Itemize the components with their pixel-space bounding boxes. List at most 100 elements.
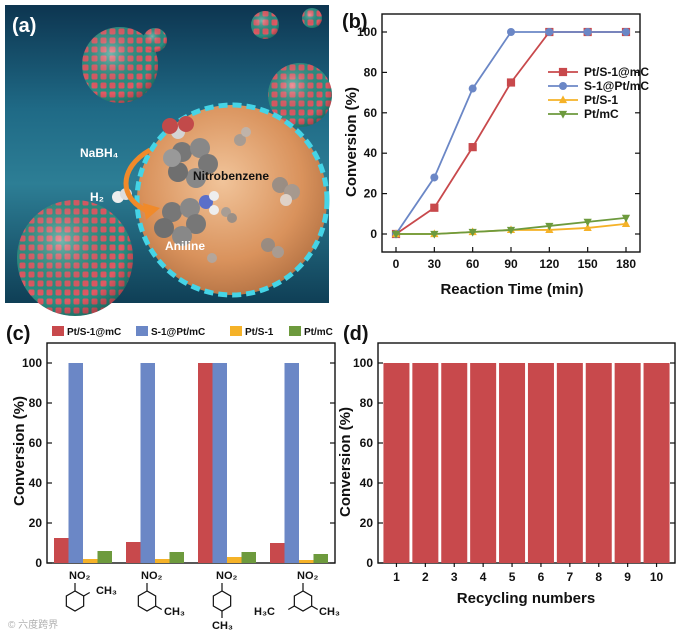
background-molecules — [207, 127, 300, 263]
b-legend-marker-0 — [558, 67, 568, 77]
b-ytick-label: 0 — [370, 227, 377, 241]
panel-d-label: (d) — [343, 323, 369, 345]
d-plot-frame — [377, 342, 676, 564]
b-xtick-label: 120 — [539, 257, 559, 271]
aniline-molecule — [154, 191, 219, 246]
d-bar-9 — [643, 363, 670, 563]
c-molecule-2: NO₂ CH₃ — [212, 570, 238, 632]
c-molecule-no2-3: NO₂ — [297, 570, 319, 582]
c-bar-1-1 — [140, 363, 155, 563]
c-legend-label-2: Pt/S-1 — [245, 327, 274, 338]
b-xtick-label: 150 — [578, 257, 598, 271]
nitrobenzene-molecule — [162, 116, 218, 188]
c-bar-2-1 — [212, 363, 227, 563]
c-ytick-label: 0 — [35, 556, 42, 570]
c-molecule-me-bond-1 — [155, 605, 163, 611]
c-molecule-me-bond-3 — [287, 605, 295, 611]
c-bar-2-3 — [241, 552, 256, 563]
b-series-point-0 — [468, 143, 477, 152]
h2-label: H₂ — [90, 190, 104, 204]
bar-chart-c: Conversion (%) 0 20 40 60 80 100 Pt/S-1@mC S-1@… — [11, 326, 340, 632]
b-xtick-label: 30 — [428, 257, 442, 271]
d-xtick-label: 6 — [538, 570, 545, 584]
d-bar-6 — [556, 363, 583, 563]
d-ytick-label: 80 — [360, 396, 374, 410]
d-bar-8 — [614, 363, 641, 563]
c-bar-1-2 — [155, 559, 170, 563]
b-xtick-label: 90 — [504, 257, 518, 271]
c-legend-swatch-3 — [289, 326, 301, 336]
b-series-point-0 — [430, 203, 439, 212]
c-molecule-no2-2: NO₂ — [216, 570, 238, 582]
b-series-point-3 — [506, 226, 516, 235]
b-legend-marker-1 — [559, 82, 567, 90]
b-series-point-1 — [545, 28, 554, 36]
c-legend-label-0: Pt/S-1@mC — [67, 327, 121, 338]
d-bar-1 — [412, 363, 439, 563]
c-bar-0-3 — [97, 551, 112, 563]
c-bar-3-1 — [284, 363, 299, 563]
b-xlabel: Reaction Time (min) — [440, 281, 583, 298]
d-bar-4 — [499, 363, 526, 563]
d-xlabel: Recycling numbers — [457, 590, 595, 607]
b-ytick-label: 40 — [364, 146, 378, 160]
c-legend-swatch-1 — [136, 326, 148, 336]
c-ytick-label: 100 — [22, 356, 42, 370]
c-molecule-me-label-2: CH₃ — [212, 620, 233, 632]
d-bar-2 — [441, 363, 468, 563]
c-bar-3-2 — [299, 560, 314, 563]
c-bar-0-2 — [83, 559, 98, 563]
c-ylabel: Conversion (%) — [11, 396, 28, 506]
b-legend-label-1: S-1@Pt/mC — [584, 79, 649, 93]
c-molecule-me-bond-0 — [83, 591, 91, 597]
c-molecule-3: NO₂ H₃C CH₃ — [254, 570, 340, 618]
c-bar-1-0 — [126, 542, 141, 563]
nitrobenzene-label: Nitrobenzene — [193, 169, 269, 183]
b-ylabel: Conversion (%) — [343, 87, 360, 197]
panel-a-illustration: NaBH₄ H₂ Nitrobenzene Aniline (a) — [5, 5, 332, 316]
d-ytick-label: 0 — [366, 556, 373, 570]
c-molecule-0: NO₂ CH₃ — [65, 570, 117, 612]
b-ytick-label: 80 — [364, 65, 378, 79]
c-molecule-me-label-0: CH₃ — [96, 585, 117, 597]
nabh4-label: NaBH₄ — [80, 146, 119, 160]
b-legend-marker-3 — [558, 110, 568, 119]
d-xtick-label: 3 — [451, 570, 458, 584]
d-bar-3 — [470, 363, 497, 563]
b-series-point-1 — [622, 28, 630, 36]
c-molecule-ring-1 — [137, 590, 157, 612]
b-xtick-label: 180 — [616, 257, 636, 271]
bubble-shell — [134, 102, 330, 298]
b-series-point-3 — [468, 228, 477, 237]
c-bar-0-0 — [54, 538, 69, 563]
panel-a-label: (a) — [12, 15, 36, 37]
c-molecule-ring-2 — [212, 590, 232, 612]
d-xtick-label: 9 — [624, 570, 631, 584]
d-ytick-label: 20 — [360, 516, 374, 530]
d-ytick-label: 100 — [353, 356, 373, 370]
c-molecule-me-label-3: H₃C — [254, 606, 275, 618]
d-ytick-label: 40 — [360, 476, 374, 490]
b-ytick-label: 20 — [364, 187, 378, 201]
b-legend-label-0: Pt/S-1@mC — [584, 65, 649, 79]
mesoporous-spheres — [17, 8, 332, 316]
b-series-point-1 — [430, 173, 439, 182]
b-series-point-3 — [545, 222, 554, 231]
d-ytick-label: 60 — [360, 436, 374, 450]
b-xtick-label: 0 — [393, 257, 400, 271]
b-legend-marker-2 — [558, 95, 568, 104]
c-molecule-me-label-3: CH₃ — [319, 606, 340, 618]
c-molecule-ring-3 — [293, 590, 313, 612]
b-series-point-2 — [583, 223, 592, 232]
reaction-arrow — [123, 147, 160, 220]
c-molecule-me-label-1: CH₃ — [164, 606, 185, 618]
b-series-point-1 — [583, 28, 592, 36]
aniline-label: Aniline — [165, 239, 205, 253]
b-series-point-2 — [621, 219, 631, 227]
c-molecule-no2-1: NO₂ — [141, 570, 163, 582]
c-legend-label-3: Pt/mC — [304, 327, 333, 338]
panel-b-label: (b) — [342, 11, 368, 33]
c-bar-0-1 — [68, 363, 83, 563]
c-legend-swatch-0 — [52, 326, 64, 336]
panel-c-label: (c) — [6, 323, 30, 345]
